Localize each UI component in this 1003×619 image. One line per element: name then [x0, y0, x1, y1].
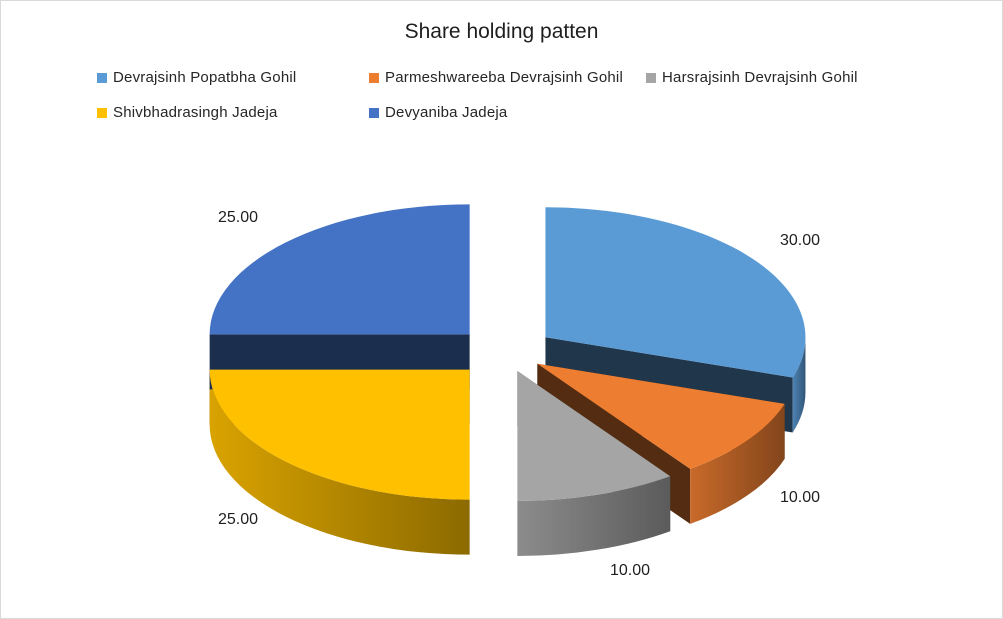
pie-slice-devrajsinh-popatbha-gohil [545, 207, 806, 378]
legend-label: Harsrajsinh Devrajsinh Gohil [662, 69, 858, 86]
pie-tops [209, 204, 806, 502]
data-label: 10.00 [610, 562, 650, 579]
pie-slice-parmeshwareeba-devrajsinh-gohil [537, 363, 785, 469]
legend: Devrajsinh Popatbha Gohil Parmeshwareeba… [0, 0, 1003, 140]
data-label: 30.00 [780, 232, 820, 249]
legend-swatch [97, 107, 107, 118]
slice-outer-wall [690, 403, 785, 524]
legend-entry-shivbhadrasingh-jadeja: Shivbhadrasingh Jadeja [97, 104, 278, 121]
data-label: 25.00 [218, 511, 258, 528]
slice-outer-wall [792, 337, 806, 433]
legend-swatch [369, 107, 379, 118]
pie-slice-shivbhadrasingh-jadeja [209, 369, 470, 500]
pie-slice-devyaniba-jadeja [209, 204, 470, 335]
data-label: 10.00 [780, 489, 820, 506]
legend-entry-devrajsinh-popatbha-gohil: Devrajsinh Popatbha Gohil [97, 69, 296, 86]
legend-entry-harsrajsinh-devrajsinh-gohil: Harsrajsinh Devrajsinh Gohil [646, 69, 858, 86]
legend-swatch [369, 72, 379, 83]
chart-title: Share holding patten [404, 20, 599, 43]
legend-label: Parmeshwareeba Devrajsinh Gohil [385, 69, 623, 86]
pie-labels: 30.00 10.00 10.00 25.00 25.00 [218, 209, 820, 579]
legend-entry-parmeshwareeba-devrajsinh-gohil: Parmeshwareeba Devrajsinh Gohil [369, 69, 623, 86]
pie-slice-harsrajsinh-devrajsinh-gohil [517, 371, 671, 502]
legend-label: Devrajsinh Popatbha Gohil [113, 69, 297, 86]
legend-swatch [97, 72, 107, 83]
legend-label: Shivbhadrasingh Jadeja [113, 104, 278, 121]
data-label: 25.00 [218, 209, 258, 226]
legend-label: Devyaniba Jadeja [385, 104, 508, 121]
legend-swatch [646, 72, 656, 83]
slice-outer-wall [209, 369, 470, 555]
legend-entry-devyaniba-jadeja: Devyaniba Jadeja [369, 104, 507, 121]
slice-outer-wall [517, 476, 671, 557]
